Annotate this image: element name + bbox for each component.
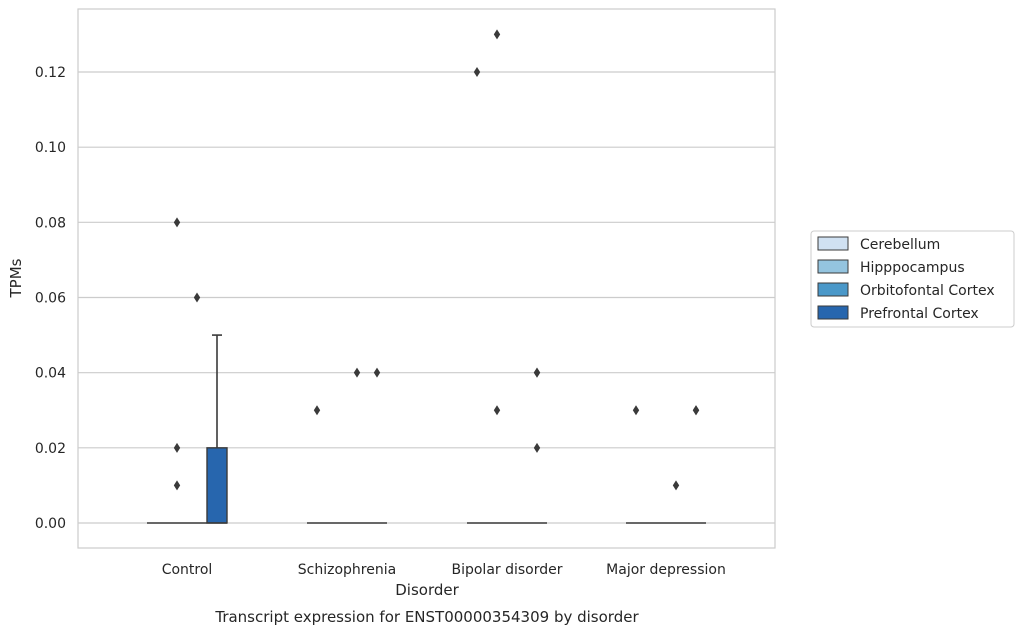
y-tick-label: 0.06 <box>35 291 66 307</box>
y-tick-label: 0.12 <box>35 65 66 81</box>
outlier-point <box>173 442 181 453</box>
legend: Cerebellum Hipppocampus Orbitofontal Corte… <box>810 230 1015 328</box>
legend-entry: Hipppocampus <box>860 260 965 276</box>
plot-frame <box>77 8 776 549</box>
y-tick-label: 0.08 <box>35 215 66 231</box>
legend-swatch <box>817 236 849 251</box>
legend-entry: Prefrontal Cortex <box>860 306 979 322</box>
outlier-point <box>692 405 700 416</box>
outlier-point <box>493 29 501 40</box>
legend-swatch <box>817 305 849 320</box>
outlier-point <box>173 480 181 491</box>
outlier-point <box>373 367 381 378</box>
x-tick-label: Control <box>162 562 213 578</box>
outlier-point <box>353 367 361 378</box>
outlier-point <box>533 367 541 378</box>
chart-caption: Transcript expression for ENST0000035430… <box>214 608 639 626</box>
y-tick-label: 0.04 <box>35 366 66 382</box>
outlier-point <box>632 405 640 416</box>
grid-lines <box>78 71 775 524</box>
y-axis-label: TPMs <box>7 258 25 298</box>
outlier-point <box>533 442 541 453</box>
x-tick-label: Bipolar disorder <box>451 562 562 578</box>
legend-frame <box>810 230 1015 328</box>
x-axis-ticks: Control Schizophrenia Bipolar disorder Majo… <box>162 562 726 578</box>
y-tick-label: 0.00 <box>35 516 66 532</box>
x-tick-label: Major depression <box>606 562 726 578</box>
legend-swatch <box>817 282 849 297</box>
y-axis-ticks: 0.00 0.02 0.04 0.06 0.08 0.10 0.12 <box>35 65 66 532</box>
legend-entry: Orbitofontal Cortex <box>860 283 995 299</box>
x-tick-label: Schizophrenia <box>298 562 396 578</box>
y-tick-label: 0.02 <box>35 441 66 457</box>
outlier-point <box>493 405 501 416</box>
legend-swatch <box>817 259 849 274</box>
legend-entry: Cerebellum <box>860 237 940 253</box>
outlier-point <box>473 67 481 77</box>
outlier-point <box>173 217 181 228</box>
x-axis-label: Disorder <box>395 581 459 599</box>
outlier-point <box>193 292 201 303</box>
box-plot-marks <box>147 29 706 524</box>
outlier-point <box>313 405 321 416</box>
box-rect <box>206 447 228 524</box>
outlier-point <box>672 480 680 491</box>
y-tick-label: 0.10 <box>35 140 66 156</box>
